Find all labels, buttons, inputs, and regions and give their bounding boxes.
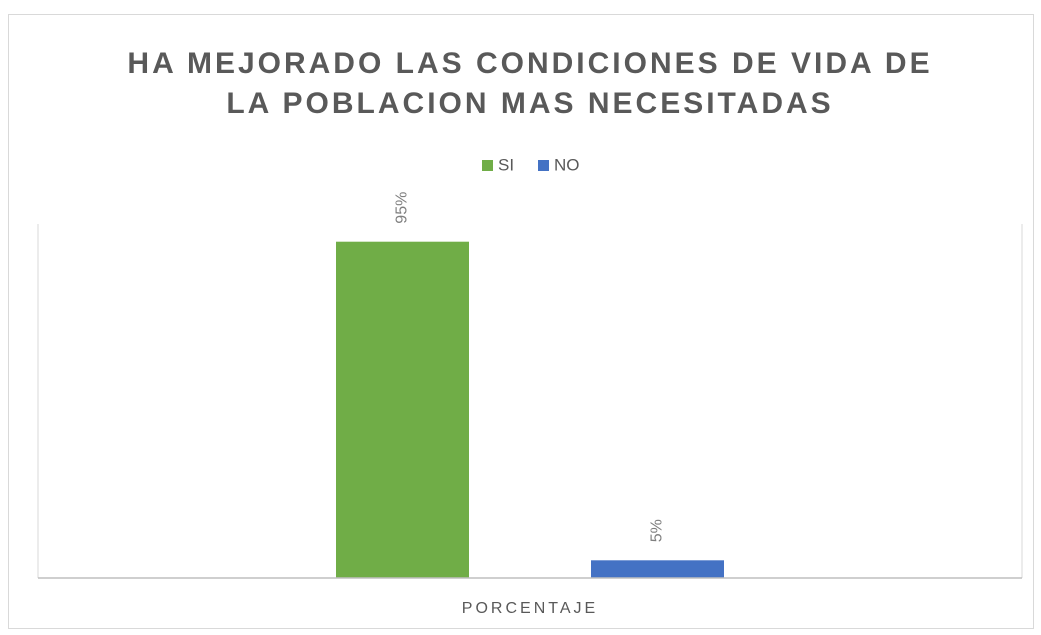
legend-swatch xyxy=(538,160,549,171)
legend-label: NO xyxy=(554,155,580,174)
x-tick-label: PORCENTAJE xyxy=(462,600,598,617)
chart-frame xyxy=(8,14,1034,629)
bar xyxy=(336,241,469,578)
data-label: 5% xyxy=(649,519,666,542)
chart-title: HA MEJORADO LAS CONDICIONES DE VIDA DE L… xyxy=(127,47,933,120)
bar xyxy=(591,560,724,578)
legend-swatch xyxy=(482,160,493,171)
legend-label: SI xyxy=(498,155,514,174)
data-label: 95% xyxy=(394,192,411,224)
